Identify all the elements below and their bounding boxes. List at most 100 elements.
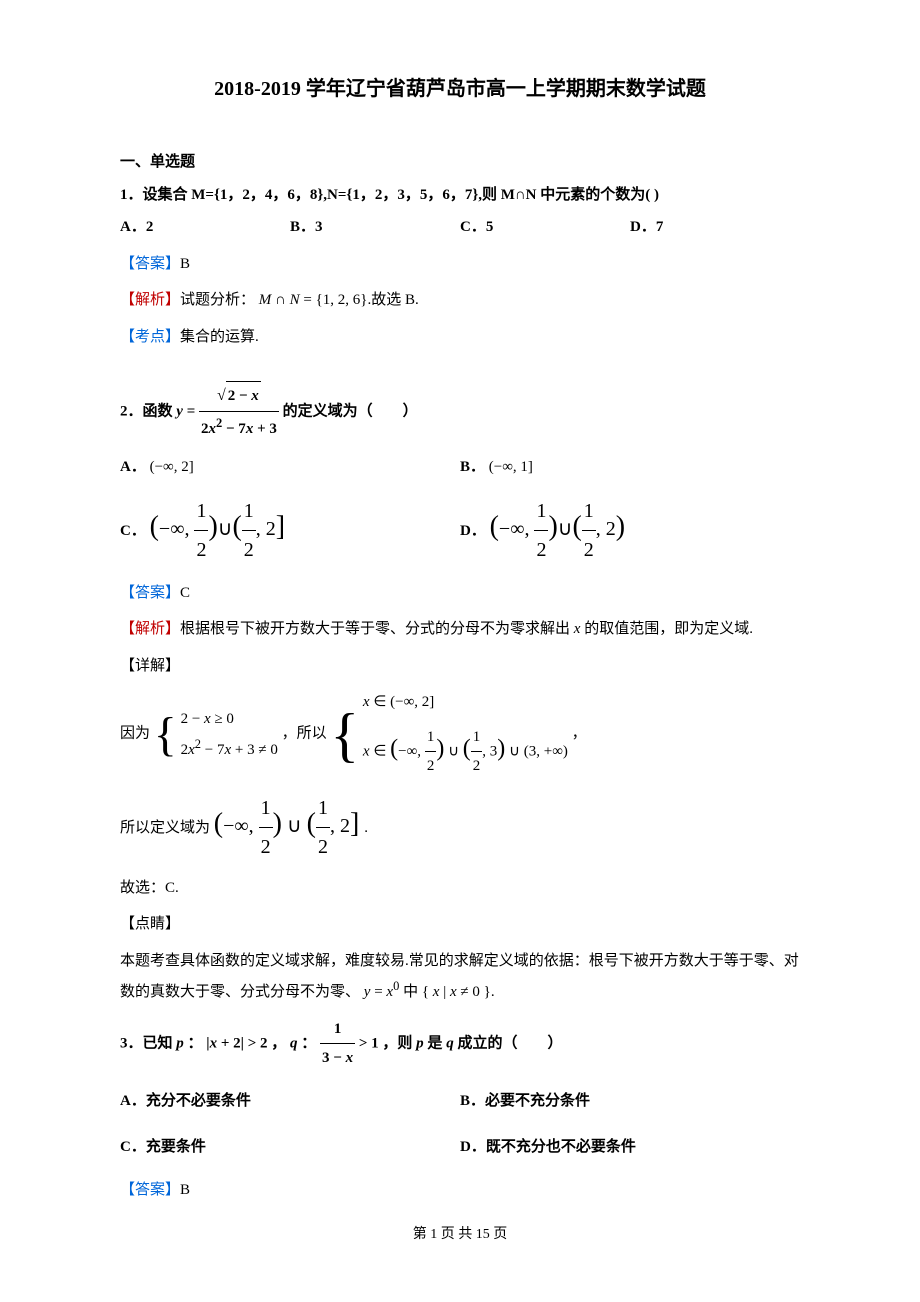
colon1: ： bbox=[188, 1035, 203, 1051]
q2-analysis-text: 根据根号下被开方数大于等于零、分式的分母不为零求解出 x 的取值范围，即为定义域… bbox=[180, 621, 753, 637]
analysis-label: 【解析】 bbox=[120, 621, 180, 637]
kaodian-label: 【考点】 bbox=[120, 329, 180, 345]
q2-option-c: C． (−∞, 12)∪(12, 2] bbox=[120, 492, 460, 569]
q2-guxuan: 故选：C. bbox=[120, 874, 800, 903]
q2-answer-value: C bbox=[180, 585, 190, 601]
q2-options-row2: C． (−∞, 12)∪(12, 2] D． (−∞, 12)∪(12, 2) bbox=[120, 492, 800, 569]
q3-option-c: C．充要条件 bbox=[120, 1133, 460, 1162]
comma2: ， bbox=[271, 1035, 286, 1051]
spacer bbox=[120, 359, 800, 377]
q3-suffix: > 1 bbox=[359, 1035, 379, 1051]
point-math-y: y bbox=[364, 984, 371, 1000]
eq-set: = {1, 2, 6} bbox=[303, 292, 367, 308]
q2-frac-num: √2 − x bbox=[199, 381, 279, 412]
q3-stem: 3．已知 p ： |x + 2| > 2 ， q ： 1 3 − x > 1 ，… bbox=[120, 1015, 800, 1073]
opt-b-math: (−∞, 1] bbox=[489, 459, 533, 475]
document-page: 2018-2019 学年辽宁省葫芦岛市高一上学期期末数学试题 一、单选题 1．设… bbox=[0, 0, 920, 1289]
q2-option-d: D． (−∞, 12)∪(12, 2) bbox=[460, 492, 800, 569]
suoyi: ，所以 bbox=[282, 726, 327, 742]
q3-frac-num: 1 bbox=[320, 1015, 355, 1045]
q1-option-b: B．3 bbox=[290, 213, 460, 242]
comma: ， bbox=[572, 726, 587, 742]
q2-stem-prefix: 2．函数 bbox=[120, 404, 176, 420]
q2-stem: 2．函数 y = √2 − x 2x2 − 7x + 3 的定义域为（ ） bbox=[120, 381, 800, 443]
eq: = bbox=[374, 984, 382, 1000]
q2-conclusion: 所以定义域为 (−∞, 12) ∪ (12, 2] . bbox=[120, 789, 800, 866]
q3-option-d: D．既不充分也不必要条件 bbox=[460, 1133, 800, 1162]
sqrt-body: 2 − x bbox=[226, 381, 261, 411]
q2-detail-label: 【详解】 bbox=[120, 652, 800, 681]
q2-fraction: √2 − x 2x2 − 7x + 3 bbox=[199, 381, 279, 443]
q3-suf2: 是 bbox=[427, 1035, 446, 1051]
q3-prefix: 3．已知 bbox=[120, 1035, 176, 1051]
q1-answer-value: B bbox=[180, 256, 190, 272]
opt-c-label: C． bbox=[120, 523, 146, 539]
q3-options-row1: A．充分不必要条件 B．必要不充分条件 bbox=[120, 1083, 800, 1120]
point-mid: 中 bbox=[403, 984, 418, 1000]
q2-options-row1: A． (−∞, 2] B． (−∞, 1] bbox=[120, 453, 800, 482]
q2-point: 本题考查具体函数的定义域求解，难度较易.常见的求解定义域的依据：根号下被开方数大… bbox=[120, 947, 800, 1007]
q3-mid: ，则 bbox=[382, 1035, 416, 1051]
q1-analysis-suffix: .故选 B. bbox=[368, 292, 419, 308]
sys2-line2: x ∈ (−∞, 12) ∪ (12, 3) ∪ (3, +∞) bbox=[363, 723, 568, 781]
n-sym: N bbox=[290, 292, 300, 308]
q1-options: A．2 B．3 C．5 D．7 bbox=[120, 213, 800, 242]
q2-point-label: 【点睛】 bbox=[120, 910, 800, 939]
p-math: |x + 2| > 2 bbox=[206, 1035, 267, 1051]
sqrt-icon: √ bbox=[217, 387, 226, 404]
q3-answer: 【答案】B bbox=[120, 1176, 800, 1205]
sup0: 0 bbox=[393, 979, 399, 993]
sys2-body: x ∈ (−∞, 2] x ∈ (−∞, 12) ∪ (12, 3) ∪ (3,… bbox=[363, 688, 568, 781]
yinwei: 因为 bbox=[120, 726, 150, 742]
conclusion-prefix: 所以定义域为 bbox=[120, 820, 210, 836]
left-brace2: { bbox=[330, 705, 359, 765]
q3-tail: 成立的（ ） bbox=[457, 1035, 562, 1051]
opt-c-math: (−∞, 12)∪(12, 2] bbox=[150, 518, 286, 540]
q1-kaodian-text: 集合的运算. bbox=[180, 329, 259, 345]
q3-fraction: 1 3 − x bbox=[320, 1015, 355, 1073]
page-footer: 第 1 页 共 15 页 bbox=[120, 1222, 800, 1249]
answer-label: 【答案】 bbox=[120, 1182, 180, 1198]
q1-analysis-prefix: 试题分析： bbox=[180, 292, 255, 308]
colon2: ： bbox=[301, 1035, 316, 1051]
opt-a-label: A． bbox=[120, 459, 146, 475]
q1-option-c: C．5 bbox=[460, 213, 630, 242]
q3-options-row2: C．充要条件 D．既不充分也不必要条件 bbox=[120, 1129, 800, 1166]
analysis-label: 【解析】 bbox=[120, 292, 180, 308]
p-sym2: p bbox=[416, 1035, 424, 1051]
section-heading: 一、单选题 bbox=[120, 148, 800, 177]
left-brace1: { bbox=[154, 711, 177, 759]
eq-sym: = bbox=[187, 404, 196, 420]
sys2-line1: x ∈ (−∞, 2] bbox=[363, 688, 568, 717]
opt-d-label: D． bbox=[460, 523, 486, 539]
opt-b-label: B． bbox=[460, 459, 485, 475]
q2-stem-suffix: 的定义域为（ ） bbox=[283, 404, 418, 420]
q3-option-b: B．必要不充分条件 bbox=[460, 1087, 800, 1116]
opt-d-math: (−∞, 12)∪(12, 2) bbox=[490, 518, 626, 540]
sys1-body: 2 − x ≥ 0 2x2 − 7x + 3 ≠ 0 bbox=[181, 705, 278, 765]
q-sym2: q bbox=[446, 1035, 454, 1051]
p-sym: p bbox=[176, 1035, 184, 1051]
opt-a-math: (−∞, 2] bbox=[150, 459, 194, 475]
answer-label: 【答案】 bbox=[120, 585, 180, 601]
sys1-line1: 2 − x ≥ 0 bbox=[181, 705, 278, 734]
q3-answer-value: B bbox=[180, 1182, 190, 1198]
q1-stem: 1．设集合 M={1，2，4，6，8},N={1，2，3，5，6，7},则 M∩… bbox=[120, 181, 800, 210]
cap-sym: ∩ bbox=[275, 292, 286, 308]
answer-label: 【答案】 bbox=[120, 256, 180, 272]
q1-kaodian: 【考点】集合的运算. bbox=[120, 323, 800, 352]
q2-system: 因为 { 2 − x ≥ 0 2x2 − 7x + 3 ≠ 0 ，所以 { x … bbox=[120, 688, 800, 781]
point-end: . bbox=[491, 984, 495, 1000]
document-title: 2018-2019 学年辽宁省葫芦岛市高一上学期期末数学试题 bbox=[120, 70, 800, 108]
y-var: y bbox=[176, 404, 183, 420]
q2-frac-den: 2x2 − 7x + 3 bbox=[199, 412, 279, 444]
q1-analysis: 【解析】试题分析： M ∩ N = {1, 2, 6}.故选 B. bbox=[120, 286, 800, 315]
q2-analysis: 【解析】根据根号下被开方数大于等于零、分式的分母不为零求解出 x 的取值范围，即… bbox=[120, 615, 800, 644]
q1-analysis-math: M bbox=[259, 292, 272, 308]
q2-option-b: B． (−∞, 1] bbox=[460, 453, 800, 482]
point-set: { x | x ≠ 0 } bbox=[422, 984, 491, 1000]
q2-answer: 【答案】C bbox=[120, 579, 800, 608]
q1-option-a: A．2 bbox=[120, 213, 290, 242]
q3-option-a: A．充分不必要条件 bbox=[120, 1087, 460, 1116]
q2-option-a: A． (−∞, 2] bbox=[120, 453, 460, 482]
